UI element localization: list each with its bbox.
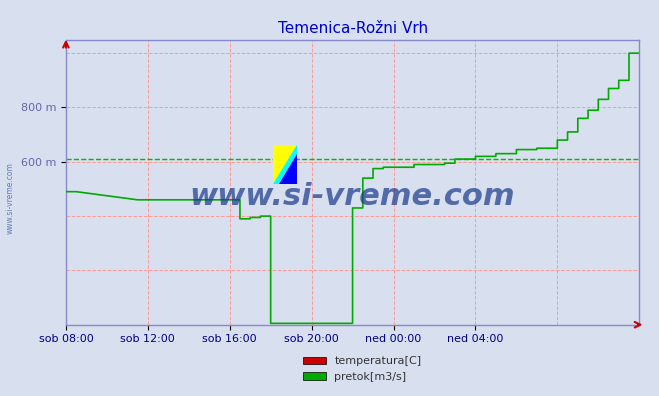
Title: Temenica-Rožni Vrh: Temenica-Rožni Vrh bbox=[277, 21, 428, 36]
Polygon shape bbox=[273, 145, 297, 184]
Text: www.si-vreme.com: www.si-vreme.com bbox=[5, 162, 14, 234]
Text: www.si-vreme.com: www.si-vreme.com bbox=[190, 182, 515, 211]
Legend: temperatura[C], pretok[m3/s]: temperatura[C], pretok[m3/s] bbox=[299, 352, 426, 386]
Polygon shape bbox=[279, 154, 297, 184]
Polygon shape bbox=[273, 145, 297, 184]
